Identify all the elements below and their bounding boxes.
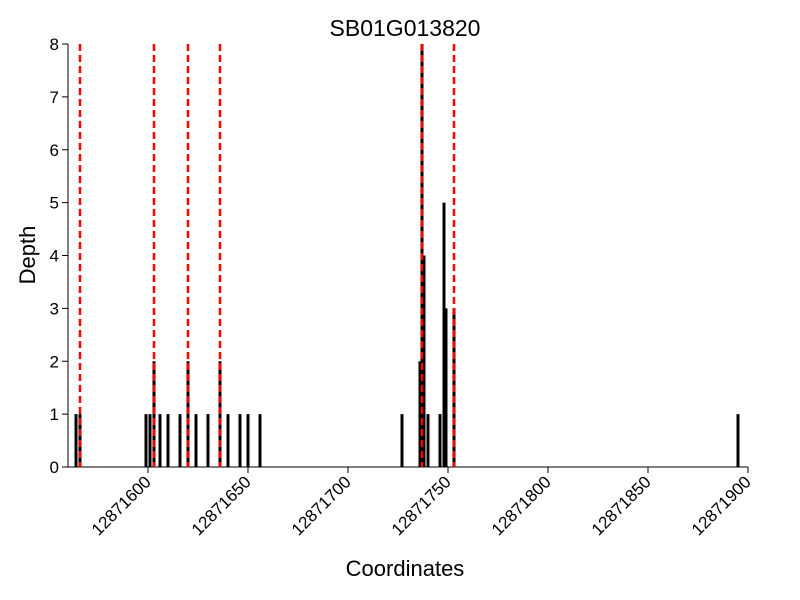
depth-bar xyxy=(442,202,446,467)
depth-bar xyxy=(246,414,250,467)
depth-bar xyxy=(226,414,230,467)
x-tick-label: 12871850 xyxy=(588,472,655,539)
x-axis-label: Coordinates xyxy=(346,556,465,581)
depth-bar xyxy=(178,414,182,467)
y-tick-label: 2 xyxy=(50,352,59,371)
depth-bar xyxy=(426,414,430,467)
depth-bar xyxy=(74,414,78,467)
depth-bar xyxy=(206,414,210,467)
x-tick-label: 12871900 xyxy=(688,472,755,539)
y-tick-label: 5 xyxy=(50,194,59,213)
depth-bar xyxy=(438,414,442,467)
depth-bar xyxy=(158,414,162,467)
depth-bar xyxy=(238,414,242,467)
chart-title: SB01G013820 xyxy=(330,15,481,41)
depth-bar xyxy=(444,308,448,467)
y-tick-label: 3 xyxy=(50,299,59,318)
depth-bar xyxy=(258,414,262,467)
x-tick-label: 12871750 xyxy=(388,472,455,539)
depth-bar xyxy=(144,414,148,467)
depth-bar xyxy=(186,361,190,467)
depth-bar xyxy=(736,414,740,467)
y-tick-label: 4 xyxy=(50,247,59,266)
depth-bar xyxy=(152,361,156,467)
depth-bar xyxy=(400,414,404,467)
x-tick-label: 12871800 xyxy=(488,472,555,539)
x-tick-label: 12871650 xyxy=(188,472,255,539)
depth-bar xyxy=(418,361,422,467)
plot-area: 0 1 2 3 4 5 6 7 8 12871600 12871650 12871700 1287175… xyxy=(50,35,755,539)
y-tick-label: 6 xyxy=(50,141,59,160)
y-tick-label: 1 xyxy=(50,405,59,424)
y-tick-label: 0 xyxy=(50,458,59,477)
depth-bar xyxy=(148,414,152,467)
depth-bar xyxy=(218,361,222,467)
y-tick-label: 7 xyxy=(50,88,59,107)
y-axis-label: Depth xyxy=(15,226,40,285)
depth-bar xyxy=(166,414,170,467)
depth-bar xyxy=(422,255,426,467)
depth-bar xyxy=(194,414,198,467)
x-tick-label: 12871600 xyxy=(88,472,155,539)
y-tick-label: 8 xyxy=(50,35,59,54)
x-tick-label: 12871700 xyxy=(288,472,355,539)
